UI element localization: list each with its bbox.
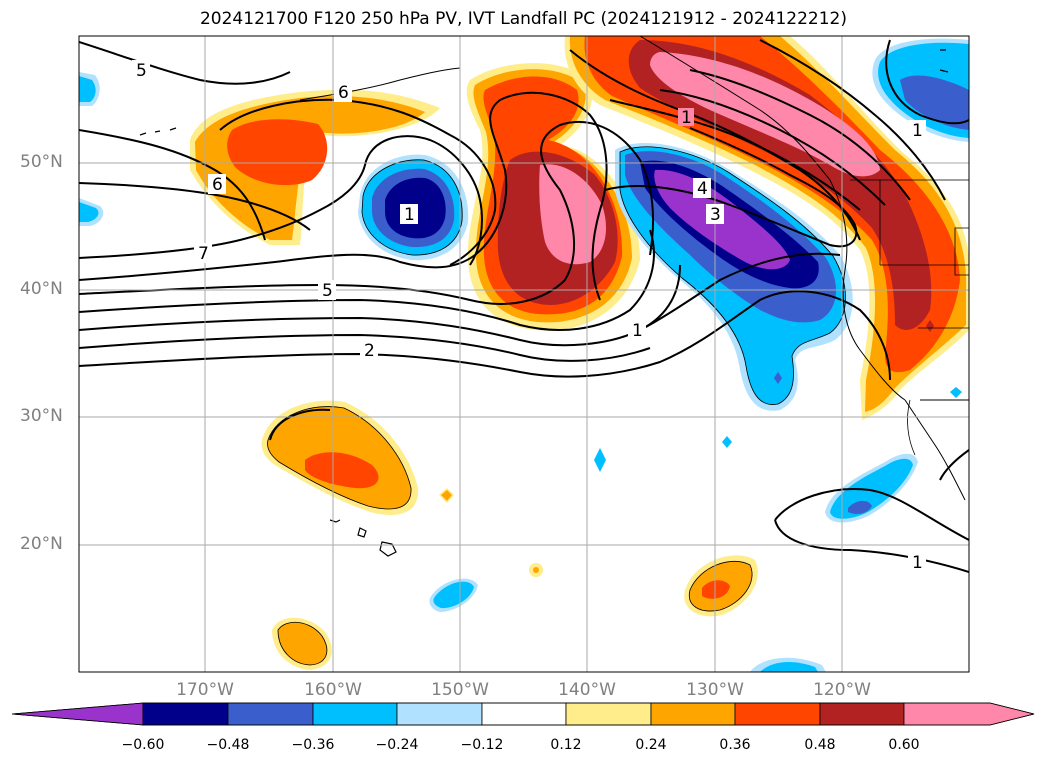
contour-label: 6 bbox=[338, 83, 349, 103]
anomaly-ne-midblue bbox=[900, 75, 969, 130]
lat-label: 20°N bbox=[20, 534, 63, 554]
gridlines bbox=[79, 36, 969, 672]
colorbar-tick-label: −0.24 bbox=[375, 737, 419, 753]
anomaly-w-skyblue bbox=[79, 202, 99, 222]
colorbar-tick-label: 0.24 bbox=[635, 737, 667, 753]
anomaly-coast-darkred bbox=[628, 40, 932, 330]
anomaly-small-orange bbox=[441, 490, 452, 501]
anomaly-mini-d bbox=[950, 387, 962, 398]
colorbar-segment bbox=[819, 702, 905, 726]
colorbar-outline bbox=[11, 702, 1035, 726]
colorbar bbox=[11, 702, 1035, 726]
anomaly-mini-a bbox=[594, 448, 606, 472]
anomaly-bottom-skyblue bbox=[760, 661, 818, 672]
colorbar-tick-label: −0.12 bbox=[460, 737, 504, 753]
plot-frame bbox=[78, 35, 970, 673]
anomaly-coast-pink bbox=[650, 52, 880, 177]
anomaly-sub-skyblue bbox=[830, 458, 913, 519]
colorbar-segment bbox=[142, 702, 229, 726]
map-fields bbox=[79, 36, 969, 672]
pv-contours bbox=[79, 39, 969, 573]
anomaly-mini-e bbox=[926, 320, 934, 332]
contour-label: 1 bbox=[912, 121, 923, 141]
contour-label: 4 bbox=[697, 179, 708, 199]
contour-label: 2 bbox=[364, 341, 375, 361]
lon-label: 120°W bbox=[813, 680, 871, 700]
contour-label: 1 bbox=[404, 205, 415, 225]
contour-label: 6 bbox=[212, 175, 223, 195]
colorbar-segment bbox=[650, 702, 736, 726]
contour-label: 5 bbox=[136, 61, 147, 81]
contour-label-group: 5 6 6 7 5 2 1 1 4 3 1 1 1 bbox=[132, 60, 926, 573]
anomaly-aleutian-red bbox=[227, 119, 328, 186]
colorbar-segment bbox=[565, 702, 652, 726]
anomaly-ecp-red bbox=[702, 580, 730, 599]
colorbar-tick-label: −0.60 bbox=[121, 737, 165, 753]
lon-label: 130°W bbox=[686, 680, 744, 700]
contour-label: 1 bbox=[632, 321, 643, 341]
lon-label: 140°W bbox=[558, 680, 616, 700]
lon-label: 170°W bbox=[176, 680, 234, 700]
colorbar-tick-label: 0.48 bbox=[804, 737, 836, 753]
contour-label: 3 bbox=[710, 205, 721, 225]
anomaly-sub-midblue bbox=[848, 500, 872, 514]
colorbar-tick-label: 0.36 bbox=[719, 737, 751, 753]
anomaly-hawaii-skyblue bbox=[433, 581, 474, 609]
lat-label: 40°N bbox=[20, 279, 63, 299]
anomaly-hi-orange bbox=[278, 622, 327, 665]
contour-label: 1 bbox=[681, 108, 692, 128]
lon-label: 160°W bbox=[304, 680, 362, 700]
colorbar-tick-label: 0.12 bbox=[550, 737, 582, 753]
anomaly-mini-b bbox=[722, 436, 732, 448]
thin-contours bbox=[267, 146, 846, 666]
colorbar-segment bbox=[227, 702, 314, 726]
anomaly-mini-c bbox=[774, 372, 782, 384]
anomaly-dot-orange bbox=[533, 567, 539, 573]
colorbar-segment bbox=[11, 702, 144, 726]
contour-label: 5 bbox=[322, 281, 333, 301]
colorbar-segment bbox=[312, 702, 398, 726]
map-title: 2024121700 F120 250 hPa PV, IVT Landfall… bbox=[199, 9, 847, 29]
lat-label: 50°N bbox=[20, 152, 63, 172]
colorbar-segment bbox=[903, 702, 1035, 726]
contour-label: 1 bbox=[912, 553, 923, 573]
colorbar-tick-label: −0.48 bbox=[206, 737, 250, 753]
anomaly-subtrop-red bbox=[305, 452, 379, 489]
colorbar-segment bbox=[481, 702, 567, 726]
colorbar-tick-label: −0.36 bbox=[291, 737, 335, 753]
colorbar-tick-label: 0.60 bbox=[888, 737, 920, 753]
lon-label: 150°W bbox=[431, 680, 489, 700]
colorbar-segment bbox=[734, 702, 821, 726]
anomaly-ridge-pink bbox=[539, 164, 606, 265]
lat-label: 30°N bbox=[20, 406, 63, 426]
contour-label: 7 bbox=[198, 244, 209, 264]
anomaly-sw-skyblue bbox=[79, 76, 96, 102]
colorbar-segment bbox=[396, 702, 483, 726]
anomaly-coast-orange bbox=[569, 36, 967, 412]
